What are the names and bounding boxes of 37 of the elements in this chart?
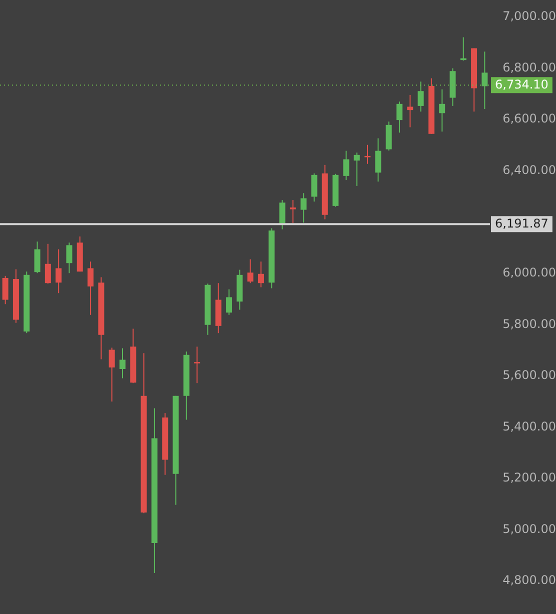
y-tick-label: 5,000.00 [502,522,556,536]
candlestick [2,275,8,305]
y-tick-label: 4,800.00 [502,573,556,588]
candlestick [300,192,307,224]
candlestick [343,150,350,181]
y-tick-label: 5,400.00 [502,419,556,434]
y-tick-label: 6,600.00 [502,112,556,126]
candlestick [66,242,72,274]
candlestick [226,288,232,316]
candlestick [88,261,94,316]
y-tick-label: 5,600.00 [502,368,556,382]
candlestick [407,94,414,128]
candlestick [290,200,296,224]
y-tick-label: 5,200.00 [502,470,556,485]
y-tick-label: 7,000.00 [502,9,556,24]
y-tick-label: 5,800.00 [502,316,556,331]
candlestick [56,248,62,294]
candlestick [108,347,115,402]
candlestick [396,101,402,134]
candlestick [482,51,488,110]
candlestick [439,88,446,132]
candlestick [279,200,286,230]
candlestick [194,346,200,384]
candlestick [375,138,382,182]
y-tick-label: 6,000.00 [502,265,556,280]
candlestick [44,243,51,284]
candlestick [120,348,126,379]
ref-line-label: 6,734.10 [495,77,548,92]
ref-line-label: 6,191.87 [495,216,548,230]
candlestick [247,258,254,284]
candlestick [34,241,40,274]
y-tick-label: 6,400.00 [502,162,556,177]
candlestick [354,152,360,186]
candlestick [311,172,318,202]
candlestick [418,81,424,112]
y-tick-label: 6,800.00 [502,60,556,74]
candlestick [258,261,264,288]
